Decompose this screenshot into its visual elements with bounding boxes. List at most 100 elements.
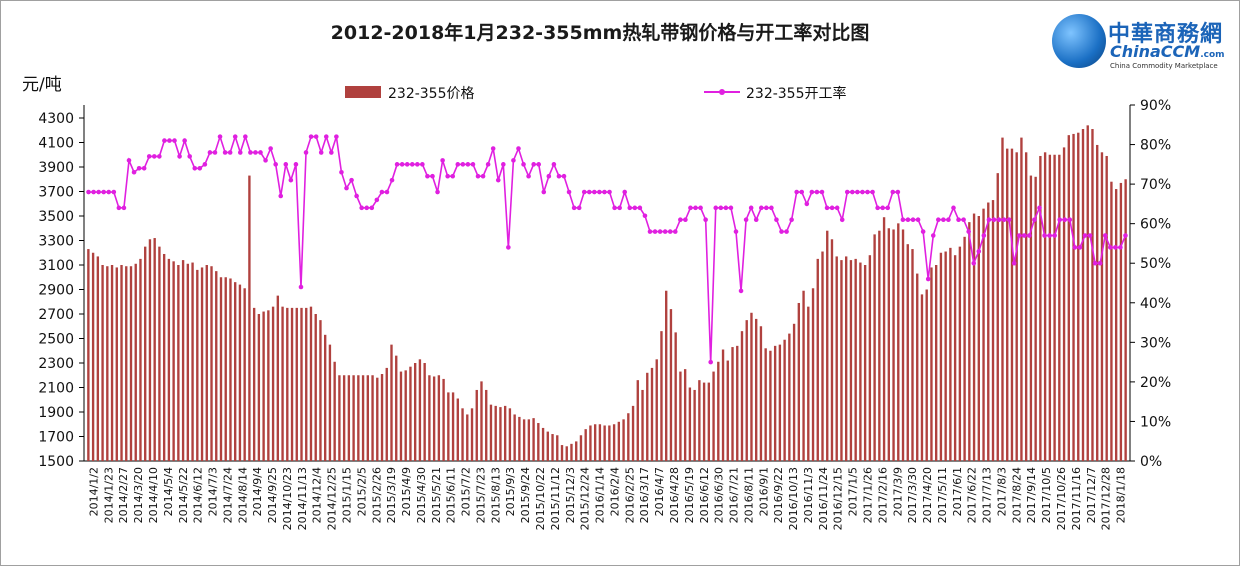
price-bar [1100, 152, 1104, 462]
utilization-point [602, 189, 607, 195]
utilization-point [738, 288, 744, 294]
price-bar [125, 266, 128, 461]
utilization-point [1011, 260, 1017, 266]
utilization-point [329, 150, 334, 155]
utilization-point [1006, 217, 1012, 223]
utilization-point [1072, 245, 1078, 250]
x-tick-label: 2015/6/11 [445, 467, 458, 523]
utilization-point [86, 189, 91, 195]
utilization-point [713, 205, 719, 211]
price-bar [830, 239, 834, 461]
utilization-point [217, 134, 223, 139]
price-bar [167, 258, 171, 462]
utilization-point [986, 217, 992, 223]
utilization-point [1118, 245, 1123, 250]
utilization-point [207, 150, 213, 155]
utilization-point [662, 229, 668, 234]
utilization-point [844, 189, 850, 195]
utilization-point [536, 162, 542, 167]
utilization-point [354, 193, 359, 199]
utilization-point [612, 205, 617, 211]
price-bar [527, 419, 531, 461]
price-bar [698, 380, 701, 461]
utilization-point [1027, 233, 1032, 238]
utilization-point [870, 189, 875, 195]
utilization-point [283, 162, 289, 167]
y-right-tick-label: 50% [1140, 256, 1171, 272]
utilization-point [920, 229, 926, 234]
price-bar [129, 266, 133, 461]
price-bar [248, 175, 251, 461]
price-bar [257, 314, 261, 461]
price-bar [546, 431, 549, 461]
x-tick-label: 2015/9/3 [504, 467, 517, 516]
price-bar [996, 173, 999, 462]
price-bar [674, 332, 677, 462]
logo-text-cn: 中華商務網 [1108, 22, 1224, 47]
utilization-point [996, 217, 1002, 223]
price-bar [413, 363, 417, 461]
price-bar [148, 239, 152, 461]
utilization-point [880, 205, 885, 211]
y-left-tick-label: 3100 [38, 258, 74, 274]
utilization-point [404, 162, 410, 167]
utilization-point [551, 162, 557, 167]
x-tick-label: 2017/11/16 [1070, 467, 1083, 530]
x-tick-label: 2014/12/25 [326, 467, 339, 530]
price-bar [120, 265, 123, 461]
utilization-point [910, 217, 916, 223]
price-bar [589, 425, 592, 461]
utilization-point [111, 189, 117, 195]
price-bar [783, 339, 786, 461]
utilization-point [146, 154, 152, 159]
price-bar [399, 371, 403, 461]
price-bar [357, 375, 360, 461]
utilization-point [116, 205, 122, 211]
price-bar [769, 350, 772, 461]
price-bar [1029, 175, 1033, 461]
y-left-tick-label: 2100 [38, 381, 74, 397]
price-bar [324, 334, 327, 461]
price-bar [712, 371, 715, 461]
legend-utilization-label: 232-355开工率 [746, 85, 847, 102]
utilization-point [323, 134, 329, 139]
price-bar [736, 345, 739, 461]
utilization-point [951, 205, 956, 211]
price-bar [1006, 148, 1009, 462]
price-bar [906, 244, 909, 461]
utilization-point [885, 205, 891, 211]
utilization-point [769, 205, 774, 211]
utilization-point [587, 189, 592, 195]
utilization-point [890, 189, 896, 195]
price-bar [603, 425, 606, 461]
utilization-point [875, 205, 880, 211]
utilization-point [925, 276, 931, 282]
utilization-point [1097, 260, 1103, 266]
x-tick-label: 2017/12/28 [1100, 467, 1113, 530]
x-tick-label: 2017/10/5 [1040, 467, 1053, 523]
utilization-point [526, 173, 531, 179]
utilization-point [865, 189, 870, 195]
price-bar [1077, 132, 1080, 461]
utilization-point [571, 205, 577, 211]
x-tick-label: 2014/12/4 [311, 467, 324, 523]
price-bar [987, 202, 990, 461]
x-tick-label: 2017/12/7 [1085, 467, 1098, 523]
utilization-point [364, 205, 370, 211]
y-right-tick-label: 10% [1140, 414, 1171, 430]
utilization-point [597, 189, 602, 195]
price-bar [916, 273, 919, 461]
x-tick-label: 2015/2/26 [370, 467, 383, 523]
utilization-point [774, 217, 779, 223]
x-tick-label: 2017/1/5 [847, 467, 860, 516]
price-bar [683, 369, 687, 462]
utilization-point [976, 249, 982, 254]
price-bar [238, 284, 242, 461]
x-tick-label: 2015/5/21 [430, 467, 443, 523]
price-bar [854, 258, 857, 462]
utilization-point [728, 205, 734, 211]
price-bar [499, 407, 502, 461]
x-tick-label: 2014/4/10 [147, 467, 160, 523]
utilization-point [764, 205, 769, 211]
price-bar [627, 413, 630, 461]
